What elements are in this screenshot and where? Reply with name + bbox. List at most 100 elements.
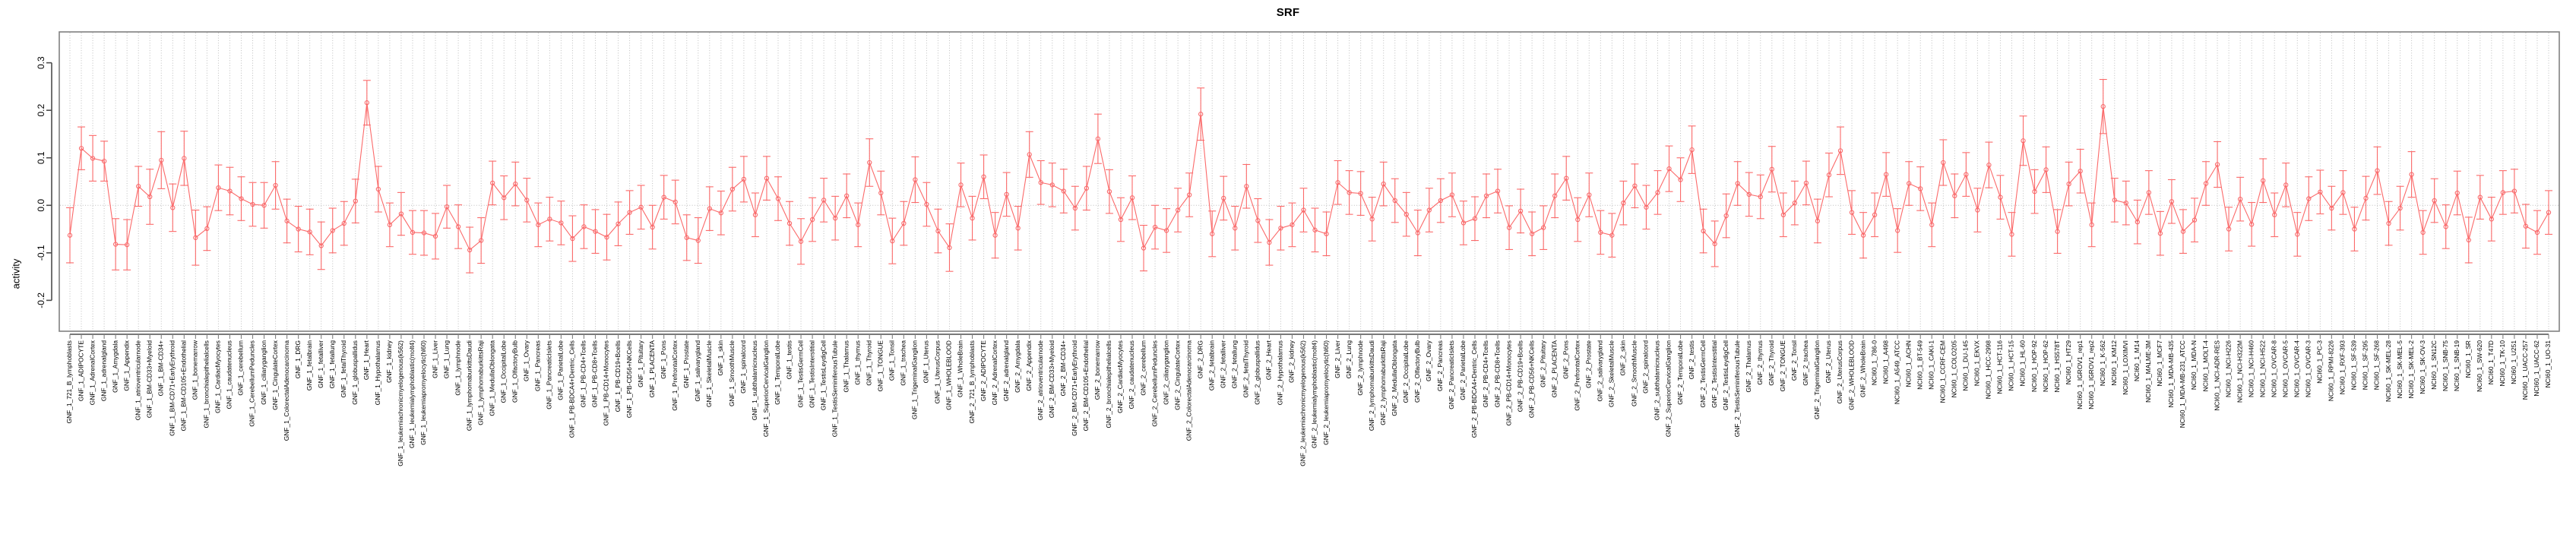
x-axis-label: GNF_1_Amygdala xyxy=(111,340,119,393)
x-axis-label: GNF_1_PB-CD14+Monocytes xyxy=(603,340,610,425)
svg-text:-0.1: -0.1 xyxy=(36,245,46,261)
x-axis-label: GNF_1_BM-CD34+ xyxy=(157,340,164,396)
x-axis-label: GNF_2_OccipitalLobe xyxy=(1402,340,1410,403)
x-axis-label: NCI60_1_U251 xyxy=(2510,340,2517,384)
x-axis-label: GNF_2_PrefrontalCortex xyxy=(1573,340,1581,410)
x-axis-label: GNF_2_trachea xyxy=(1802,340,1809,386)
x-axis-label: GNF_1_BM-CD105+Endothelial xyxy=(180,340,188,432)
x-axis-label: GNF_1_Prostate xyxy=(682,340,690,388)
x-axis-label: GNF_2_lymphomaburkittsRaji xyxy=(1379,340,1387,425)
x-axis-label: NCI60_1_UO-31 xyxy=(2544,340,2552,388)
x-axis-label: NCI60_1_HS578T xyxy=(2053,340,2061,392)
x-axis-label: NCI60_1_MALME-3M xyxy=(2144,340,2152,403)
x-axis-label: GNF_1_Pancreas xyxy=(534,340,542,391)
x-axis-label: GNF_1_CerebellumPeduncles xyxy=(248,340,256,427)
x-axis-label: GNF_2_TrigeminalGanglion xyxy=(1813,340,1821,419)
x-axis-label: NCI60_1_MOLT-4 xyxy=(2201,340,2209,392)
x-axis-label: GNF_1_PB-CD8+Tcells xyxy=(591,340,599,407)
x-axis-label: GNF_1_Tonsil xyxy=(888,340,896,381)
x-axis-label: GNF_2_Tonsil xyxy=(1790,340,1798,381)
x-axis-label: GNF_1_DRG xyxy=(294,340,302,378)
x-axis-label: GNF_1_ParietalLobe xyxy=(557,340,565,400)
x-axis-label: GNF_2_BM-CD105+Endothelial xyxy=(1082,340,1090,432)
x-axis-label: NCI60_1_UACC-257 xyxy=(2521,340,2529,400)
x-axis-label: GNF_2_BM-CD34+ xyxy=(1059,340,1067,396)
x-axis-label: NCI60_1_EKVX xyxy=(1973,340,1981,386)
x-axis-label: GNF_1_Pons xyxy=(660,340,667,379)
x-axis-label: NCI60_1_PC-3 xyxy=(2316,340,2324,384)
x-axis-label: GNF_1_OlfactoryBulb xyxy=(511,340,518,403)
x-axis-label: NCI60_1_HCT-116 xyxy=(1996,340,2004,394)
x-axis-label: GNF_1_trachea xyxy=(900,340,907,386)
x-axis-label: NCI60_1_SF-539 xyxy=(2350,340,2358,390)
x-axis-label: GNF_2_testis xyxy=(1688,340,1695,379)
x-axis-label: NCI60_1_HOP-92 xyxy=(2030,340,2038,392)
x-axis-label: GNF_1_ciliaryganglion xyxy=(260,340,267,405)
x-axis-label: NCI60_1_HT29 xyxy=(2065,340,2072,385)
x-axis-label: GNF_2_Thalamus xyxy=(1745,340,1752,392)
x-axis-label: GNF_1_WholeBrain xyxy=(957,340,964,397)
x-axis-label: GNF_1_TrigeminalGanglion xyxy=(911,340,919,419)
x-axis-label: GNF_1_Liver xyxy=(431,340,438,378)
x-axis-label: NCI60_1_K-562 xyxy=(2099,340,2106,386)
x-axis-label: GNF_2_AdrenalCortex xyxy=(991,340,998,405)
x-axis-label: GNF_2_lymphnode xyxy=(1356,340,1364,396)
x-axis-label: GNF_1_TestisInterstitial xyxy=(808,340,815,408)
x-axis-label: GNF_1_fetalThyroid xyxy=(340,340,347,398)
x-axis-label: GNF_2_CardiacMyocytes xyxy=(1116,340,1124,413)
x-axis-label: GNF_1_SuperiorCervicalGanglion xyxy=(762,340,770,437)
x-axis-label: NCI60_1_ACHN xyxy=(1904,340,1912,387)
x-axis-label: GNF_1_Appendix xyxy=(122,340,130,390)
x-axis-label: NCI60_1_SNB-19 xyxy=(2453,340,2460,391)
x-axis-label: GNF_2_PLACENTA xyxy=(1550,340,1558,398)
x-axis-label: GNF_1_WHOLEBLOOD xyxy=(945,340,953,410)
x-axis-label: GNF_2_Pons xyxy=(1562,340,1569,379)
x-axis-label: GNF_2_DRG xyxy=(1196,340,1204,378)
x-axis-label: NCI60_1_RXF-393 xyxy=(2339,340,2347,395)
page-title: SRF xyxy=(1276,6,1300,19)
x-axis-label: GNF_2_leukemiapromyelocytic(hl60) xyxy=(1322,340,1330,445)
x-axis-label: GNF_1_Hypothalamus xyxy=(374,340,381,405)
x-axis-label: NCI60_1_T47D xyxy=(2487,340,2495,384)
x-axis-label: GNF_1_ColorectalAdenocarcinoma xyxy=(283,340,290,441)
x-axis-label: GNF_2_TestisGermCell xyxy=(1699,340,1707,408)
x-axis-label: GNF_2_ciliaryganglion xyxy=(1162,340,1169,405)
x-axis-label: GNF_1_TONGUE xyxy=(877,340,885,392)
x-axis-label: GNF_1_PancreaticIslets xyxy=(546,340,553,409)
x-axis-label: NCI60_1_MDA-MB-231_ATCC xyxy=(2179,340,2186,428)
x-axis-label: GNF_2_fetalliver xyxy=(1219,340,1226,388)
svg-text:0.0: 0.0 xyxy=(36,199,46,212)
x-axis-label: NCI60_1_SN12C xyxy=(2430,340,2438,390)
x-axis-label: GNF_2_bronchialepithelialcells xyxy=(1105,340,1112,428)
x-axis-label: GNF_1_Lung xyxy=(442,340,450,379)
x-axis-label: GNF_2_PB-CD4+Tcells xyxy=(1482,340,1489,407)
x-axis-label: GNF_2_PancreaticIslets xyxy=(1448,340,1455,409)
x-axis-label: GNF_1_salivarygland xyxy=(694,340,701,402)
x-axis-label: GNF_2_SkeletalMuscle xyxy=(1608,340,1616,407)
x-axis-label: GNF_1_CingulateCortex xyxy=(271,340,279,410)
x-axis-label: GNF_2_WHOLEBLOOD xyxy=(1847,340,1855,410)
x-axis-label: NCI60_1_HL-60 xyxy=(2019,340,2027,387)
x-axis-label: GNF_1_testis xyxy=(785,340,793,379)
x-axis-label: NCI60_1_HCC-2998 xyxy=(1985,340,1992,400)
x-axis-label: NCI60_1_COLO205 xyxy=(1951,340,1958,398)
x-axis-label: NCI60_1_NCI-ADR-RES xyxy=(2213,340,2220,411)
x-axis-label: GNF_2_Uterus xyxy=(1824,340,1832,383)
x-axis-label: GNF_2_Hypothalamus xyxy=(1277,340,1284,405)
x-axis-label: GNF_1_globuspallidus xyxy=(351,340,359,405)
x-axis-label: NCI60_1_SR xyxy=(2464,340,2472,378)
x-axis-label: GNF_2_kidney xyxy=(1288,340,1296,383)
x-axis-label: NCI60_1_RPMI-8226 xyxy=(2328,340,2335,401)
x-axis-label: NCI60_1_M14 xyxy=(2133,340,2141,381)
x-axis-label: GNF_1_bronchialepithelialcells xyxy=(203,340,210,428)
x-axis-label: GNF_2_Ovary xyxy=(1425,340,1432,381)
x-axis-label: GNF_1_skin xyxy=(717,340,724,376)
x-axis-label: NCI60_1_NCI-H522 xyxy=(2258,340,2266,397)
x-axis-label: GNF_1_Heart xyxy=(362,340,370,380)
x-axis-label: GNF_2_BM-CD33+Myeloid xyxy=(1048,340,1055,419)
x-axis-label: GNF_2_fetallung xyxy=(1231,340,1239,389)
x-axis-label: GNF_2_PB-BDCA4+Dentric_Cells xyxy=(1470,340,1478,438)
x-axis-label: GNF_2_ParietalLobe xyxy=(1459,340,1467,400)
x-axis-label: GNF_2_SuperiorCervicalGanglion xyxy=(1665,340,1673,437)
